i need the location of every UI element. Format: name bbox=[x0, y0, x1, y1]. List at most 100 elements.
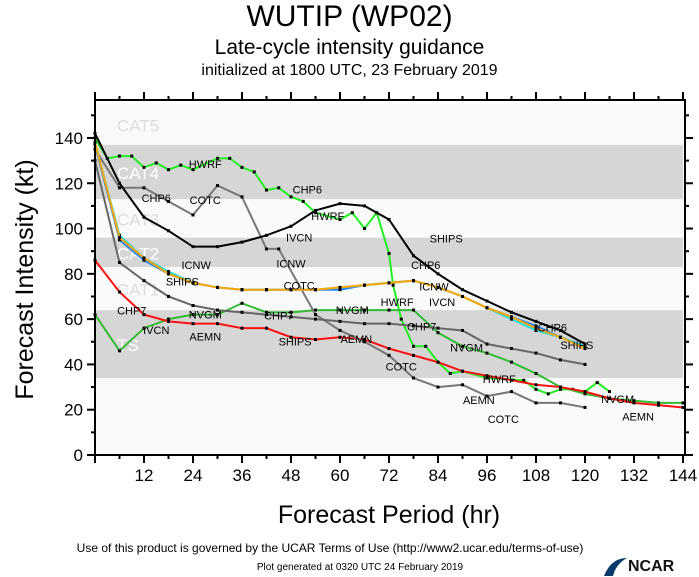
series-label-hwrf: HWRF bbox=[189, 159, 222, 171]
data-point bbox=[522, 378, 526, 382]
data-point bbox=[485, 342, 489, 346]
band-label: CAT1 bbox=[117, 281, 159, 300]
data-point bbox=[387, 347, 391, 351]
data-point bbox=[510, 347, 513, 351]
x-tick-label: 48 bbox=[282, 466, 301, 485]
data-point bbox=[559, 385, 562, 389]
data-point bbox=[534, 326, 538, 330]
ncar-logo: NCAR bbox=[628, 559, 674, 575]
data-point bbox=[485, 376, 489, 380]
x-tick-label: 120 bbox=[571, 466, 599, 485]
data-point bbox=[632, 401, 636, 405]
data-point bbox=[363, 283, 366, 287]
data-point bbox=[118, 181, 121, 185]
data-point bbox=[289, 195, 293, 199]
data-point bbox=[216, 184, 219, 188]
data-point bbox=[657, 401, 660, 405]
data-point bbox=[228, 156, 232, 160]
data-point bbox=[461, 288, 464, 292]
data-point bbox=[363, 338, 366, 342]
data-point bbox=[142, 279, 146, 283]
data-point bbox=[314, 211, 317, 215]
data-point bbox=[167, 199, 170, 203]
data-point bbox=[387, 251, 391, 255]
data-point bbox=[338, 288, 342, 292]
data-point bbox=[363, 340, 366, 344]
band-label: CAT3 bbox=[117, 210, 159, 229]
x-tick-label: 60 bbox=[331, 466, 350, 485]
series-cotc bbox=[93, 147, 587, 409]
init-time: initialized at 1800 UTC, 23 February 201… bbox=[201, 62, 498, 79]
x-tick-label: 132 bbox=[620, 466, 648, 485]
series-label-chp6: CHP6 bbox=[142, 193, 171, 205]
data-point bbox=[534, 387, 538, 391]
band-cat4 bbox=[95, 144, 683, 200]
data-point bbox=[436, 360, 440, 364]
data-point bbox=[240, 326, 244, 330]
data-point bbox=[510, 390, 513, 394]
data-point bbox=[424, 344, 428, 348]
series-label-cotc: COTC bbox=[488, 414, 519, 426]
data-point bbox=[412, 353, 415, 357]
data-point bbox=[118, 154, 121, 158]
series-label-nvgm: NVGM bbox=[450, 342, 483, 354]
data-point bbox=[265, 326, 268, 330]
y-tick-label: 0 bbox=[74, 446, 83, 465]
data-point bbox=[412, 344, 415, 348]
data-point bbox=[583, 344, 587, 348]
x-tick-label: 24 bbox=[184, 466, 203, 485]
data-point bbox=[338, 202, 342, 206]
data-point bbox=[583, 405, 587, 409]
y-tick-label: 140 bbox=[55, 129, 83, 148]
data-point bbox=[485, 374, 489, 378]
data-point bbox=[118, 349, 121, 353]
data-point bbox=[583, 390, 587, 394]
data-point bbox=[338, 308, 342, 312]
data-point bbox=[559, 387, 562, 391]
data-point bbox=[167, 317, 170, 321]
series-label-aemn: AEMN bbox=[340, 334, 372, 346]
data-point bbox=[436, 326, 440, 330]
series-label-chp6: CHP6 bbox=[293, 185, 322, 197]
data-point bbox=[216, 322, 219, 326]
x-tick-label: 72 bbox=[380, 466, 399, 485]
data-point bbox=[191, 313, 195, 317]
x-tick-label: 36 bbox=[233, 466, 252, 485]
data-point bbox=[583, 347, 587, 351]
data-point bbox=[559, 335, 562, 339]
data-point bbox=[534, 383, 538, 387]
data-point bbox=[510, 378, 513, 382]
series-label-ivcn: IVCN bbox=[286, 233, 312, 245]
data-point bbox=[142, 165, 146, 169]
data-point bbox=[314, 317, 317, 321]
data-point bbox=[167, 270, 170, 274]
data-point bbox=[546, 392, 550, 396]
x-tick-label: 84 bbox=[429, 466, 448, 485]
data-point bbox=[338, 319, 342, 323]
series-label-chp7: CHP7 bbox=[264, 311, 293, 323]
data-point bbox=[363, 322, 366, 326]
data-point bbox=[191, 168, 195, 172]
data-point bbox=[534, 351, 538, 355]
data-point bbox=[277, 186, 281, 190]
data-point bbox=[510, 310, 513, 314]
ncar-logo-mark bbox=[604, 558, 627, 576]
data-point bbox=[216, 285, 219, 289]
data-point bbox=[314, 313, 317, 317]
data-point bbox=[391, 283, 395, 287]
data-point bbox=[399, 317, 403, 321]
series-label-nvgm: NVGM bbox=[189, 310, 222, 322]
data-point bbox=[363, 227, 366, 231]
data-point bbox=[118, 236, 121, 240]
series-aemn bbox=[93, 258, 685, 409]
data-point bbox=[240, 288, 244, 292]
data-point bbox=[534, 324, 538, 328]
x-tick-label: 108 bbox=[522, 466, 550, 485]
data-point bbox=[130, 154, 134, 158]
data-point bbox=[154, 161, 158, 165]
data-point bbox=[314, 308, 317, 312]
data-point bbox=[412, 308, 415, 312]
data-point bbox=[387, 308, 391, 312]
